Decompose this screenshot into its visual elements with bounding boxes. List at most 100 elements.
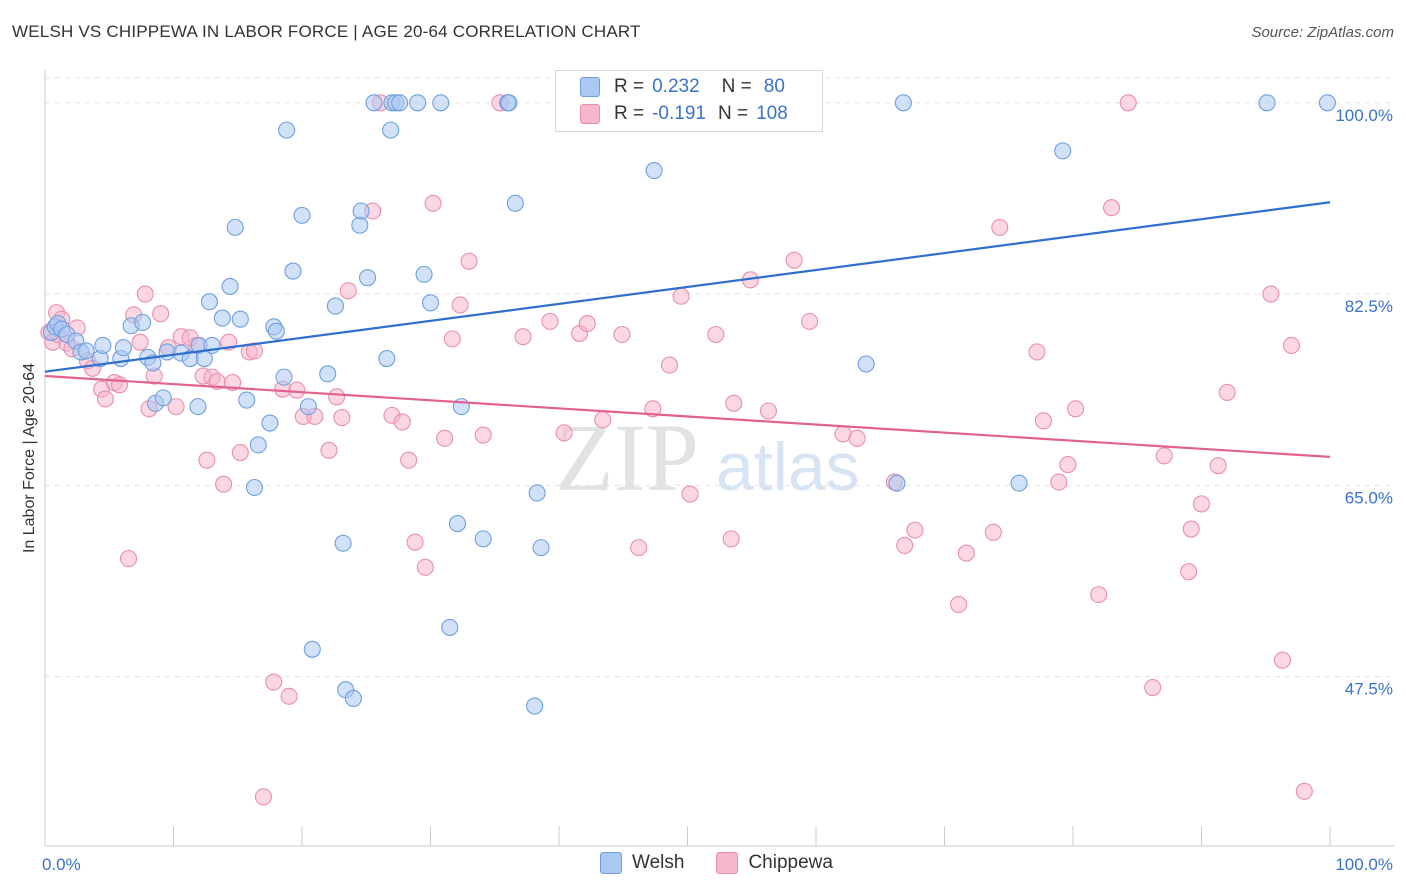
chippewa-point bbox=[759, 402, 778, 420]
welsh-point bbox=[158, 343, 176, 361]
welsh-point bbox=[1054, 142, 1072, 160]
n-label: N = bbox=[717, 103, 749, 124]
welsh-point bbox=[1010, 474, 1028, 492]
chippewa-point bbox=[578, 315, 596, 333]
chippewa-point bbox=[785, 251, 803, 269]
chippewa-point bbox=[722, 530, 740, 548]
welsh-point bbox=[261, 414, 279, 432]
gridlines bbox=[45, 77, 1395, 678]
chippewa-point bbox=[801, 312, 819, 330]
welsh-point bbox=[432, 94, 450, 112]
welsh-point bbox=[226, 218, 244, 236]
chippewa-point bbox=[288, 381, 306, 399]
chippewa-point bbox=[834, 425, 852, 443]
stats-legend: R = 0.232 N = 80 R = -0.191 N = 108 bbox=[555, 70, 823, 132]
welsh-point bbox=[267, 322, 285, 340]
welsh-r-value: 0.232 bbox=[652, 76, 700, 97]
chippewa-point bbox=[339, 282, 357, 300]
welsh-swatch bbox=[580, 77, 600, 97]
welsh-point bbox=[526, 697, 544, 715]
chippewa-point bbox=[681, 485, 699, 503]
welsh-legend-swatch bbox=[600, 852, 622, 874]
chippewa-point bbox=[896, 536, 914, 554]
chippewa-point bbox=[1119, 94, 1137, 112]
welsh-point bbox=[365, 94, 383, 112]
chippewa-point bbox=[630, 539, 648, 557]
welsh-point bbox=[474, 530, 492, 548]
welsh-legend-label: Welsh bbox=[632, 852, 685, 873]
chippewa-point bbox=[1067, 400, 1085, 418]
welsh-point bbox=[334, 534, 352, 552]
watermark-atlas: atlas bbox=[716, 429, 860, 505]
chippewa-point bbox=[1273, 651, 1292, 669]
chippewa-point bbox=[320, 441, 338, 459]
chippewa-point bbox=[443, 330, 461, 348]
chippewa-point bbox=[1144, 678, 1162, 697]
chippewa-point bbox=[265, 673, 283, 691]
welsh-point bbox=[231, 310, 249, 328]
chippewa-point bbox=[406, 533, 424, 551]
chippewa-point bbox=[245, 342, 264, 360]
chippewa-point bbox=[1282, 336, 1300, 354]
chippewa-point bbox=[131, 333, 149, 351]
y-tick-label: 65.0% bbox=[1345, 488, 1393, 507]
source-credit: Source: ZipAtlas.com bbox=[1251, 24, 1394, 41]
chippewa-point bbox=[1262, 285, 1280, 303]
legend-row-welsh: R = 0.232 N = 80 bbox=[580, 74, 785, 100]
welsh-point bbox=[238, 391, 256, 409]
chippewa-swatch bbox=[580, 104, 600, 124]
chippewa-point bbox=[451, 296, 469, 314]
chippewa-point bbox=[1218, 383, 1236, 401]
welsh-point bbox=[378, 349, 396, 368]
chippewa-point bbox=[474, 426, 492, 444]
welsh-point bbox=[77, 342, 95, 360]
welsh-trend-line bbox=[44, 201, 1331, 373]
welsh-n-value: 80 bbox=[763, 76, 785, 97]
chippewa-point bbox=[231, 443, 249, 462]
welsh-point bbox=[351, 216, 369, 234]
chippewa-point bbox=[110, 376, 129, 394]
chippewa-point bbox=[1155, 447, 1173, 465]
welsh-point bbox=[506, 194, 524, 212]
chippewa-point bbox=[424, 194, 442, 212]
chippewa-point bbox=[1209, 457, 1227, 475]
chippewa-point bbox=[215, 475, 233, 493]
tick-labels: 100.0% 82.5% 65.0% 47.5% 0.0% 100.0% bbox=[42, 106, 1393, 874]
r-label: R = bbox=[614, 103, 645, 124]
y-tick-label: 82.5% bbox=[1345, 297, 1393, 316]
welsh-point bbox=[134, 313, 152, 332]
chippewa-point bbox=[541, 312, 559, 330]
chippewa-point bbox=[119, 550, 138, 568]
chippewa-point bbox=[1180, 563, 1198, 581]
welsh-point bbox=[1258, 94, 1276, 112]
welsh-point bbox=[200, 293, 219, 311]
chippewa-point bbox=[906, 521, 924, 539]
watermark: ZIP atlas bbox=[555, 404, 860, 511]
chippewa-point bbox=[400, 451, 418, 469]
legend-item-welsh[interactable]: Welsh bbox=[600, 852, 684, 874]
legend-item-chippewa[interactable]: Chippewa bbox=[716, 852, 833, 874]
chippewa-point bbox=[460, 252, 478, 270]
welsh-point bbox=[894, 94, 912, 112]
welsh-point bbox=[213, 309, 231, 327]
chippewa-point bbox=[254, 788, 273, 806]
welsh-point bbox=[528, 484, 546, 502]
chippewa-legend-label: Chippewa bbox=[748, 852, 833, 873]
chippewa-point bbox=[514, 328, 532, 346]
chippewa-point bbox=[1192, 495, 1211, 513]
welsh-point bbox=[352, 202, 370, 220]
chippewa-n-value: 108 bbox=[756, 103, 788, 124]
welsh-point bbox=[303, 640, 321, 658]
welsh-point bbox=[344, 689, 362, 708]
welsh-point bbox=[441, 618, 459, 636]
chippewa-point bbox=[555, 424, 573, 442]
chippewa-trend-line bbox=[44, 374, 1331, 459]
welsh-point bbox=[319, 365, 337, 383]
chippewa-point bbox=[1059, 456, 1077, 474]
y-tick-label: 100.0% bbox=[1335, 106, 1393, 125]
chippewa-point bbox=[96, 390, 114, 408]
chippewa-point bbox=[950, 595, 968, 614]
welsh-point bbox=[299, 398, 317, 416]
chippewa-point bbox=[613, 325, 631, 344]
